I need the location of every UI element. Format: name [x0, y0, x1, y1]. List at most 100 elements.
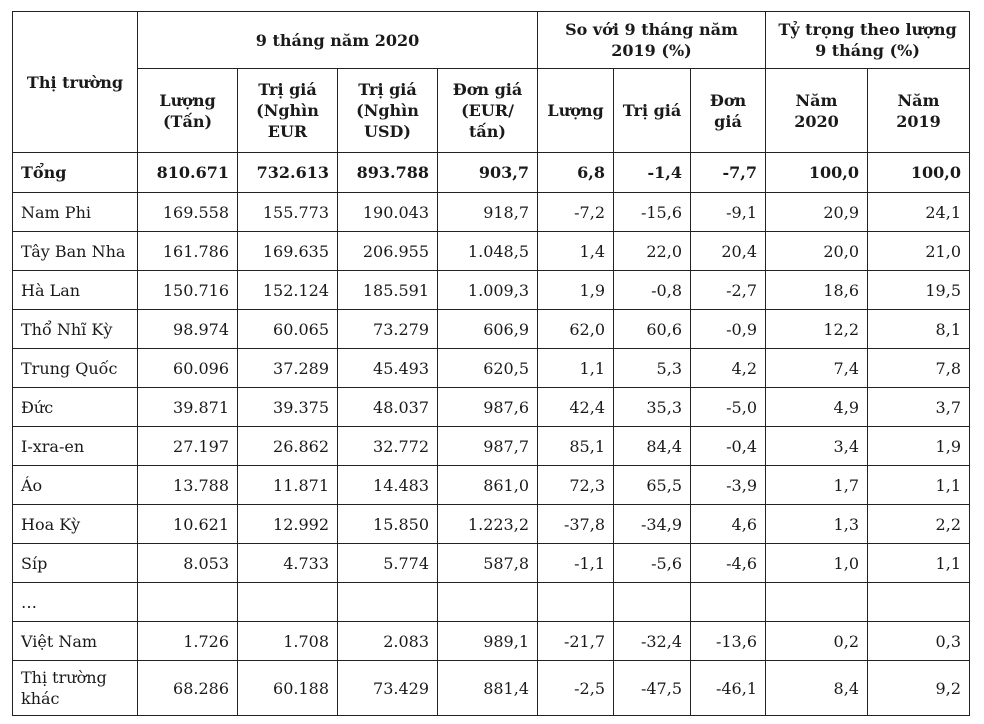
cell-volume: 68.286	[137, 660, 238, 716]
cell-volume: 8.053	[137, 543, 238, 583]
cell-unit-price	[437, 582, 538, 622]
cell-unit-price: 989,1	[437, 621, 538, 661]
cell-share-2019: 7,8	[867, 348, 970, 388]
cell-share-2020: 7,4	[765, 348, 868, 388]
cell-compare-value: -5,6	[613, 543, 691, 583]
header-value-usd: Trị giá (Nghìn USD)	[337, 68, 438, 153]
cell-unit-price: 620,5	[437, 348, 538, 388]
table-row: Nam Phi 169.558 155.773 190.043 918,7 -7,2 -15…	[12, 192, 970, 232]
table-row: Trung Quốc 60.096 37.289 45.493 620,5 1,1 5,3 4…	[12, 348, 970, 388]
cell-value-usd: 2.083	[337, 621, 438, 661]
cell-volume: 13.788	[137, 465, 238, 505]
cell-compare-price: -7,7	[690, 152, 766, 193]
cell-share-2020: 100,0	[765, 152, 868, 193]
cell-volume	[137, 582, 238, 622]
cell-unit-price: 861,0	[437, 465, 538, 505]
cell-value-eur	[237, 582, 338, 622]
cell-market: Tổng	[12, 152, 138, 193]
cell-compare-value: -34,9	[613, 504, 691, 544]
cell-volume: 60.096	[137, 348, 238, 388]
header-market: Thị trường	[12, 11, 138, 153]
header-share-2020: Năm 2020	[765, 68, 868, 153]
table-row: Việt Nam 1.726 1.708 2.083 989,1 -21,7 -32,4 -1…	[12, 621, 970, 661]
cell-share-2020: 1,0	[765, 543, 868, 583]
cell-compare-price: -5,0	[690, 387, 766, 427]
header-volume: Lượng (Tấn)	[137, 68, 238, 153]
cell-compare-price: -4,6	[690, 543, 766, 583]
header-group-share: Tỷ trọng theo lượng 9 tháng (%)	[765, 11, 970, 69]
cell-unit-price: 1.009,3	[437, 270, 538, 310]
cell-volume: 98.974	[137, 309, 238, 349]
cell-unit-price: 606,9	[437, 309, 538, 349]
cell-compare-volume: 1,1	[537, 348, 614, 388]
cell-value-usd: 5.774	[337, 543, 438, 583]
cell-value-usd: 73.279	[337, 309, 438, 349]
cell-compare-volume: 6,8	[537, 152, 614, 193]
table-row: Đức 39.871 39.375 48.037 987,6 42,4 35,3 -5,0 4,…	[12, 387, 970, 427]
cell-value-eur: 4.733	[237, 543, 338, 583]
cell-compare-volume: -1,1	[537, 543, 614, 583]
table-row: I-xra-en 27.197 26.862 32.772 987,7 85,1 84,4-…	[12, 426, 970, 466]
cell-market: Thổ Nhĩ Kỳ	[12, 309, 138, 349]
cell-unit-price: 1.048,5	[437, 231, 538, 271]
cell-value-eur: 155.773	[237, 192, 338, 232]
cell-value-usd: 14.483	[337, 465, 438, 505]
cell-share-2020: 12,2	[765, 309, 868, 349]
cell-value-eur: 152.124	[237, 270, 338, 310]
cell-value-usd: 73.429	[337, 660, 438, 716]
cell-compare-price: -0,9	[690, 309, 766, 349]
cell-compare-value: -32,4	[613, 621, 691, 661]
cell-market: Tây Ban Nha	[12, 231, 138, 271]
header-compare-volume: Lượng	[537, 68, 614, 153]
cell-share-2019: 8,1	[867, 309, 970, 349]
table-body: Tổng 810.671 732.613 893.788 903,7 6,8 -1,4 -7,…	[12, 152, 970, 716]
cell-compare-value: 5,3	[613, 348, 691, 388]
cell-value-eur: 60.065	[237, 309, 338, 349]
cell-compare-volume: -7,2	[537, 192, 614, 232]
cell-compare-value: -47,5	[613, 660, 691, 716]
header-group-2020: 9 tháng năm 2020	[137, 11, 538, 69]
cell-unit-price: 987,6	[437, 387, 538, 427]
cell-value-usd: 893.788	[337, 152, 438, 193]
table-row: Síp 8.053 4.733 5.774 587,8 -1,1 -5,6 -4,6 1,0 1,…	[12, 543, 970, 583]
cell-share-2019	[867, 582, 970, 622]
cell-unit-price: 903,7	[437, 152, 538, 193]
cell-market: Áo	[12, 465, 138, 505]
cell-market: Hoa Kỳ	[12, 504, 138, 544]
cell-volume: 39.871	[137, 387, 238, 427]
header-compare-price: Đơn giá	[690, 68, 766, 153]
table-row: Thổ Nhĩ Kỳ 98.974 60.065 73.279 606,9 62,0 60,…	[12, 309, 970, 349]
cell-share-2019: 9,2	[867, 660, 970, 716]
cell-unit-price: 881,4	[437, 660, 538, 716]
cell-compare-volume: 62,0	[537, 309, 614, 349]
cell-value-usd: 185.591	[337, 270, 438, 310]
cell-compare-volume	[537, 582, 614, 622]
cell-volume: 1.726	[137, 621, 238, 661]
cell-compare-value: -15,6	[613, 192, 691, 232]
cell-volume: 810.671	[137, 152, 238, 193]
cell-volume: 10.621	[137, 504, 238, 544]
header-unit-price: Đơn giá (EUR/ tấn)	[437, 68, 538, 153]
cell-compare-price: -2,7	[690, 270, 766, 310]
cell-compare-value: 65,5	[613, 465, 691, 505]
cell-unit-price: 918,7	[437, 192, 538, 232]
cell-value-eur: 60.188	[237, 660, 338, 716]
cell-share-2020: 20,0	[765, 231, 868, 271]
table-row: Hoa Kỳ 10.621 12.992 15.850 1.223,2 -37,8 -34,…	[12, 504, 970, 544]
table-row: Tây Ban Nha 161.786 169.635 206.955 1.048,5 1…	[12, 231, 970, 271]
cell-market: Thị trường khác	[12, 660, 138, 716]
cell-compare-volume: 1,9	[537, 270, 614, 310]
cell-share-2019: 2,2	[867, 504, 970, 544]
cell-value-eur: 11.871	[237, 465, 338, 505]
cell-market: I-xra-en	[12, 426, 138, 466]
cell-share-2020: 18,6	[765, 270, 868, 310]
cell-share-2019: 3,7	[867, 387, 970, 427]
cell-value-eur: 39.375	[237, 387, 338, 427]
cell-compare-price: -46,1	[690, 660, 766, 716]
cell-share-2020: 20,9	[765, 192, 868, 232]
cell-share-2019: 0,3	[867, 621, 970, 661]
cell-compare-volume: 85,1	[537, 426, 614, 466]
cell-compare-price: 20,4	[690, 231, 766, 271]
cell-market: Hà Lan	[12, 270, 138, 310]
cell-compare-value: 22,0	[613, 231, 691, 271]
